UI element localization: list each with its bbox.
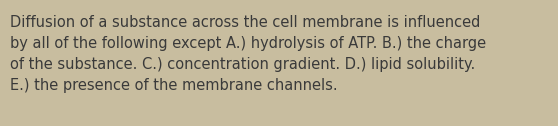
Text: Diffusion of a substance across the cell membrane is influenced
by all of the fo: Diffusion of a substance across the cell… bbox=[10, 15, 486, 93]
